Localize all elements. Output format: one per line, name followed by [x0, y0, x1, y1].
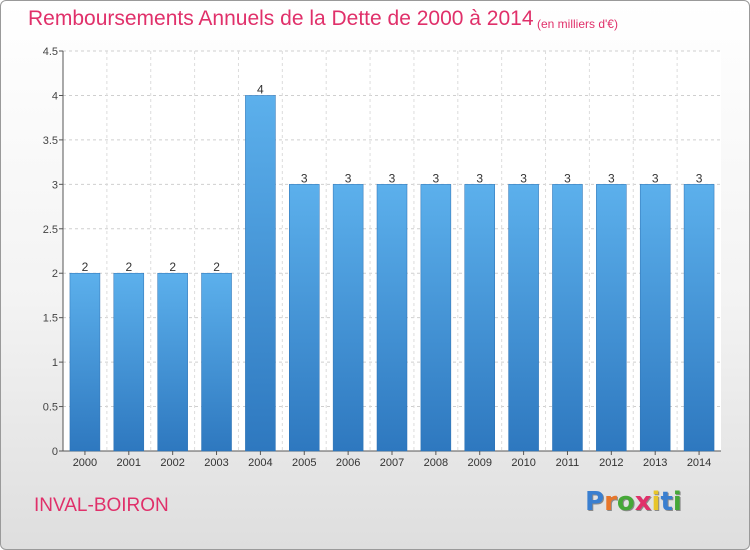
x-tick-label: 2010	[511, 457, 535, 469]
bar	[332, 184, 364, 452]
logo-letter: o	[616, 487, 635, 517]
bar	[596, 184, 627, 452]
data-label: 2	[169, 260, 176, 274]
logo-letter: r	[604, 487, 617, 517]
x-tick-label: 2002	[160, 457, 184, 469]
data-label: 3	[301, 171, 308, 185]
y-tick-label: 0	[52, 446, 58, 458]
data-label: 3	[564, 171, 571, 185]
y-tick-label: 1.5	[43, 313, 58, 325]
logo-letter: t	[660, 487, 673, 517]
y-tick-label: 3.5	[43, 135, 58, 147]
y-tick-label: 2.5	[43, 224, 58, 236]
bar	[157, 272, 188, 452]
chart-subtitle: (en milliers d'€)	[537, 17, 618, 31]
x-tick-label: 2012	[599, 457, 623, 469]
data-label: 3	[476, 171, 483, 185]
x-tick-label: 2000	[73, 457, 97, 469]
data-label: 3	[345, 171, 352, 185]
data-label: 3	[608, 171, 615, 185]
data-label: 3	[389, 171, 396, 185]
y-tick-label: 2	[52, 268, 58, 280]
chart-title: Remboursements Annuels de la Dette de 20…	[28, 7, 534, 30]
data-label: 3	[652, 171, 659, 185]
data-label: 2	[125, 260, 132, 274]
bar	[639, 184, 671, 452]
x-tick-label: 2001	[117, 457, 141, 469]
y-tick-label: 1	[52, 357, 58, 369]
data-label: 3	[433, 171, 440, 185]
bar	[420, 184, 452, 452]
bar	[464, 184, 495, 452]
x-tick-label: 2013	[643, 457, 667, 469]
y-tick-label: 3	[52, 179, 58, 191]
data-label: 2	[82, 260, 89, 274]
y-tick-label: 4.5	[43, 46, 58, 58]
x-tick-label: 2005	[292, 457, 316, 469]
bar	[245, 95, 276, 452]
logo-letter: i	[651, 487, 661, 517]
x-tick-label: 2014	[687, 457, 711, 469]
bar	[376, 184, 408, 452]
bar	[289, 184, 320, 452]
data-label: 3	[520, 171, 527, 185]
proxiti-logo: Proxiti	[585, 487, 682, 517]
bar	[201, 272, 232, 452]
commune-name: INVAL-BOIRON	[34, 495, 169, 516]
x-tick-label: 2009	[467, 457, 491, 469]
x-tick-label: 2004	[248, 457, 272, 469]
bar	[683, 184, 715, 452]
x-tick-label: 2011	[556, 457, 580, 469]
bar	[552, 184, 583, 452]
logo-letter: x	[634, 487, 652, 517]
x-tick-label: 2007	[380, 457, 404, 469]
logo-letter: i	[672, 487, 682, 517]
y-tick-label: 0.5	[43, 402, 58, 414]
data-label: 3	[696, 171, 703, 185]
y-tick-label: 4	[52, 90, 58, 102]
data-label: 4	[257, 82, 264, 96]
x-tick-label: 2003	[204, 457, 228, 469]
bar	[508, 184, 539, 452]
x-tick-label: 2006	[336, 457, 360, 469]
x-tick-label: 2008	[424, 457, 448, 469]
bar	[69, 272, 101, 452]
data-label: 2	[213, 260, 220, 274]
logo-letter: P	[585, 487, 605, 517]
bar	[113, 272, 145, 452]
